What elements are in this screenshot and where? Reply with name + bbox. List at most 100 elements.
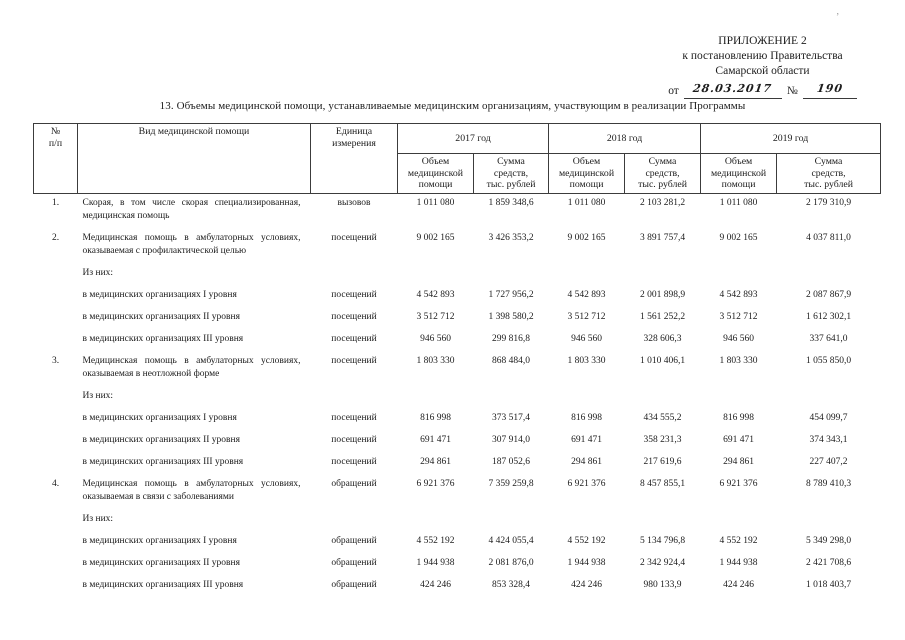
table-row: в медицинских организациях III уровня по… [34,456,881,478]
cell-value: 853 328,4 [492,579,530,590]
cell-value: 8 789 410,3 [805,478,852,489]
cell-value: 816 998 [420,412,451,423]
cell-kind: в медицинских организациях II уровня [82,311,240,322]
cell-kind: Медицинская помощь в амбулаторных услови… [82,478,301,502]
cell-value [474,390,549,412]
cell-num [34,513,78,535]
cell-value: 9 002 165 [416,232,455,243]
cell-value: 294 861 [420,456,451,467]
cell-value [625,390,701,412]
cell-value: 6 921 376 [416,478,455,489]
cell-kind: Из них: [82,390,114,401]
cell-value: 227 407,2 [809,456,848,467]
cell-num: 4. [51,478,60,489]
cell-value: 2 342 924,4 [639,557,686,568]
cell-value: 4 542 893 [567,289,606,300]
table-row: Из них: [34,267,881,289]
cell-kind: в медицинских организациях II уровня [82,557,240,568]
cell-unit: посещений [331,232,377,243]
cell-value: 6 921 376 [719,478,758,489]
cell-value: 3 891 757,4 [639,232,686,243]
cell-value: 1 944 938 [567,557,606,568]
cell-value: 1 018 403,7 [805,579,852,590]
cell-value [549,390,625,412]
cell-unit: посещений [331,412,377,423]
handwritten-number: 190 [802,81,857,99]
cell-num [34,434,78,456]
table-row: в медицинских организациях I уровня посе… [34,289,881,311]
cell-value: 9 002 165 [567,232,606,243]
table-row: в медицинских организациях III уровня об… [34,579,881,601]
table-body: 1. Скорая, в том числе скорая специализи… [34,193,881,601]
cell-value: 1 803 330 [719,355,758,366]
cell-value: 816 998 [723,412,754,423]
cell-value: 1 944 938 [719,557,758,568]
cell-kind: в медицинских организациях III уровня [82,333,244,344]
cell-value: 691 471 [571,434,602,445]
appendix-label: ПРИЛОЖЕНИЕ 2 [718,35,807,47]
cell-value [549,513,625,535]
region-line: Самарской области [715,65,810,77]
cell-kind: в медицинских организациях II уровня [82,434,240,445]
cell-num [34,390,78,412]
cell-value: 816 998 [571,412,602,423]
table-row: 3. Медицинская помощь в амбулаторных усл… [34,355,881,390]
cell-value: 4 542 893 [719,289,758,300]
cell-value [549,267,625,289]
table-row: в медицинских организациях II уровня обр… [34,557,881,579]
cell-unit: обращений [331,579,377,590]
cell-num [34,311,78,333]
cell-kind: в медицинских организациях I уровня [82,289,237,300]
table-row: 4. Медицинская помощь в амбулаторных усл… [34,478,881,513]
cell-value: 7 359 259,8 [488,478,534,489]
col-header-kind: Вид медицинской помощи [77,123,311,194]
cell-value: 434 555,2 [643,412,682,423]
cell-unit [311,390,398,412]
cell-value: 374 343,1 [809,434,848,445]
cell-value: 1 803 330 [416,355,455,366]
cell-value: 3 512 712 [567,311,606,322]
col-subheader-sum-2017: Сумма средств, тыс. рублей [472,153,550,194]
cell-num [34,412,78,434]
cell-value: 1 011 080 [416,197,455,208]
cell-value: 3 512 712 [416,311,455,322]
cell-value: 1 859 348,6 [488,197,534,208]
cell-value: 4 552 192 [416,535,455,546]
cell-value: 1 011 080 [567,197,606,208]
cell-value [625,267,701,289]
cell-value: 2 421 708,6 [805,557,852,568]
document-title: 13. Объемы медицинской помощи, устанавли… [159,100,746,112]
cell-unit [311,513,398,535]
cell-value: 4 542 893 [416,289,455,300]
cell-value: 4 552 192 [567,535,606,546]
number-sign: № [786,85,798,97]
cell-value: 2 087 867,9 [805,289,852,300]
cell-value: 946 560 [571,333,602,344]
cell-value: 3 512 712 [719,311,758,322]
col-subheader-sum-2019: Сумма средств, тыс. рублей [776,153,882,194]
cell-value: 454 099,7 [809,412,848,423]
date-prefix: от [668,85,679,97]
table-row: в медицинских организациях I уровня обра… [34,535,881,557]
cell-num: 1. [51,197,60,208]
cell-num [34,267,78,289]
cell-kind: в медицинских организациях III уровня [82,456,244,467]
cell-value: 5 349 298,0 [805,535,852,546]
cell-value [777,267,881,289]
cell-value [701,390,777,412]
col-header-num: № п/п [33,123,78,194]
cell-value [625,513,701,535]
approval-block: ПРИЛОЖЕНИЕ 2 к постановлению Правительст… [645,34,880,99]
cell-kind: Медицинская помощь в амбулаторных услови… [82,355,301,379]
cell-value: 946 560 [420,333,451,344]
cell-kind: Из них: [82,267,114,278]
cell-value: 5 134 796,8 [639,535,686,546]
cell-num [34,456,78,478]
cell-value [398,390,474,412]
cell-value: 1 944 938 [416,557,455,568]
cell-unit [311,267,398,289]
cell-unit: вызовов [337,197,371,208]
cell-value: 3 426 353,2 [488,232,534,243]
table-row: в медицинских организациях I уровня посе… [34,412,881,434]
cell-value [701,267,777,289]
